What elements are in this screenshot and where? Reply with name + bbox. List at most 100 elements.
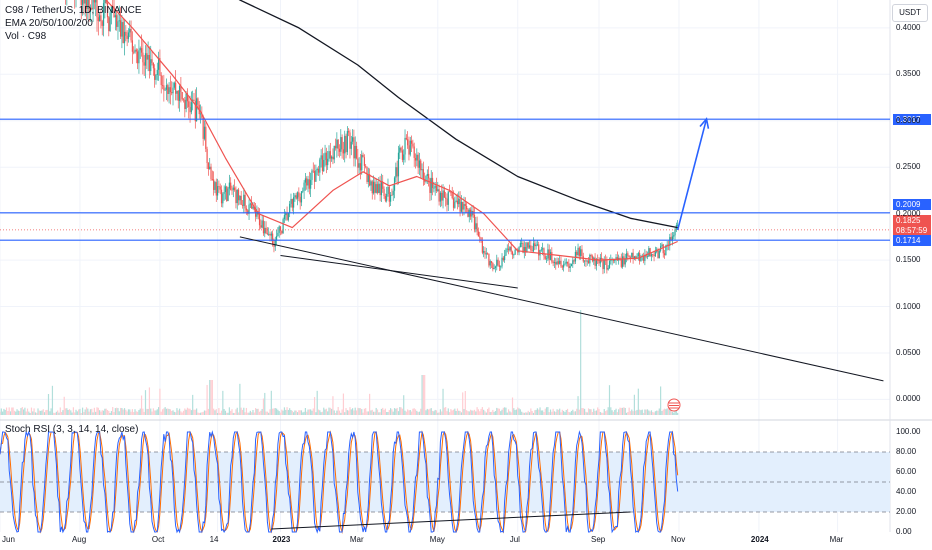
candle-body <box>657 249 659 259</box>
candle-body <box>148 55 151 72</box>
candle-body <box>262 220 265 234</box>
volume-bar <box>387 412 389 415</box>
volume-bar <box>623 407 625 415</box>
candle-body <box>666 244 668 246</box>
volume-bar <box>365 408 367 415</box>
candle-body <box>610 259 612 262</box>
volume-bar <box>574 411 577 415</box>
volume-bar <box>140 395 143 415</box>
volume-bar <box>532 412 535 415</box>
candle-body <box>485 253 487 255</box>
volume-bar <box>92 412 94 415</box>
stoch-rsi-legend[interactable]: Stoch RSI (3, 3, 14, 14, close) <box>5 424 139 435</box>
candle-body <box>177 90 179 101</box>
candle-body <box>386 194 388 201</box>
candle-body <box>325 152 327 166</box>
volume-bar <box>504 407 506 415</box>
volume-bar <box>46 409 48 415</box>
candle-body <box>404 137 406 155</box>
volume-bar <box>565 409 567 415</box>
ema-legend[interactable]: EMA 20/50/100/200 <box>5 18 93 29</box>
projection-arrowhead <box>699 117 710 129</box>
candle-body <box>527 242 529 248</box>
candle-body <box>510 246 512 252</box>
volume-legend[interactable]: Vol · C98 <box>5 31 47 42</box>
volume-bar <box>468 411 470 415</box>
volume-bar <box>11 407 13 415</box>
volume-bar <box>247 412 249 415</box>
candle-body <box>635 256 637 259</box>
candle-body <box>299 196 301 203</box>
volume-bar <box>189 408 191 415</box>
volume-bar <box>637 388 639 415</box>
candle-body <box>380 182 383 196</box>
price-axis-tick: 0.2000 <box>896 208 921 218</box>
candle-body <box>354 145 356 159</box>
candle-body <box>581 249 583 257</box>
volume-bar <box>155 410 157 415</box>
volume-bar <box>308 409 310 415</box>
volume-bar <box>363 408 365 415</box>
candle-body <box>89 7 92 13</box>
volume-bar <box>252 409 254 415</box>
candle-body <box>348 131 350 133</box>
volume-bar <box>573 411 575 415</box>
candle-body <box>435 185 438 191</box>
volume-bar <box>110 411 113 415</box>
candle-body <box>302 190 304 192</box>
volume-bar <box>624 407 626 415</box>
candle-body <box>560 260 562 267</box>
volume-bar <box>598 409 600 415</box>
candle-body <box>623 256 625 265</box>
volume-bar <box>270 390 272 415</box>
volume-bar <box>241 409 244 415</box>
candle-body <box>351 137 354 142</box>
volume-bar <box>622 407 624 415</box>
candle-body <box>372 181 375 194</box>
volume-bar <box>19 411 21 415</box>
candle-body <box>375 184 377 193</box>
volume-bar <box>36 412 38 415</box>
candle-body <box>644 254 646 261</box>
volume-bar <box>161 409 164 415</box>
candle-body <box>455 200 457 202</box>
symbol-legend[interactable]: C98 / TetherUS, 1D, BINANCE <box>5 5 142 16</box>
candle-body <box>561 266 563 268</box>
volume-bar <box>481 407 483 415</box>
volume-bar <box>81 407 84 415</box>
candle-body <box>673 235 675 237</box>
volume-bar <box>234 412 236 415</box>
volume-bar <box>430 408 432 415</box>
volume-bar <box>108 410 110 415</box>
volume-bar <box>277 409 279 415</box>
candle-body <box>409 140 411 155</box>
candle-body <box>272 233 274 245</box>
candle-body <box>464 204 466 206</box>
volume-bar <box>37 408 39 415</box>
candle-body <box>117 21 119 27</box>
candle-body <box>426 173 428 176</box>
candle-body <box>274 240 276 247</box>
currency-selector-button[interactable]: USDT <box>892 4 928 22</box>
volume-bar <box>619 407 621 415</box>
volume-bar <box>4 409 6 415</box>
volume-bar <box>569 412 571 415</box>
volume-bar <box>414 409 417 415</box>
candle-body <box>176 90 178 94</box>
volume-bar <box>642 412 645 415</box>
candle-body <box>287 213 289 220</box>
oscillator-axis-tick: 80.00 <box>896 447 917 456</box>
candle-body <box>636 256 638 259</box>
candle-body <box>321 155 324 172</box>
candle-body <box>365 165 367 167</box>
candle-body <box>91 7 93 10</box>
candle-body <box>93 0 95 3</box>
volume-bar <box>369 393 371 415</box>
candle-body <box>251 203 253 209</box>
volume-bar <box>656 410 658 415</box>
volume-bar <box>527 410 529 415</box>
candle-body <box>207 163 210 170</box>
candle-body <box>563 264 565 268</box>
volume-bar <box>106 410 109 415</box>
